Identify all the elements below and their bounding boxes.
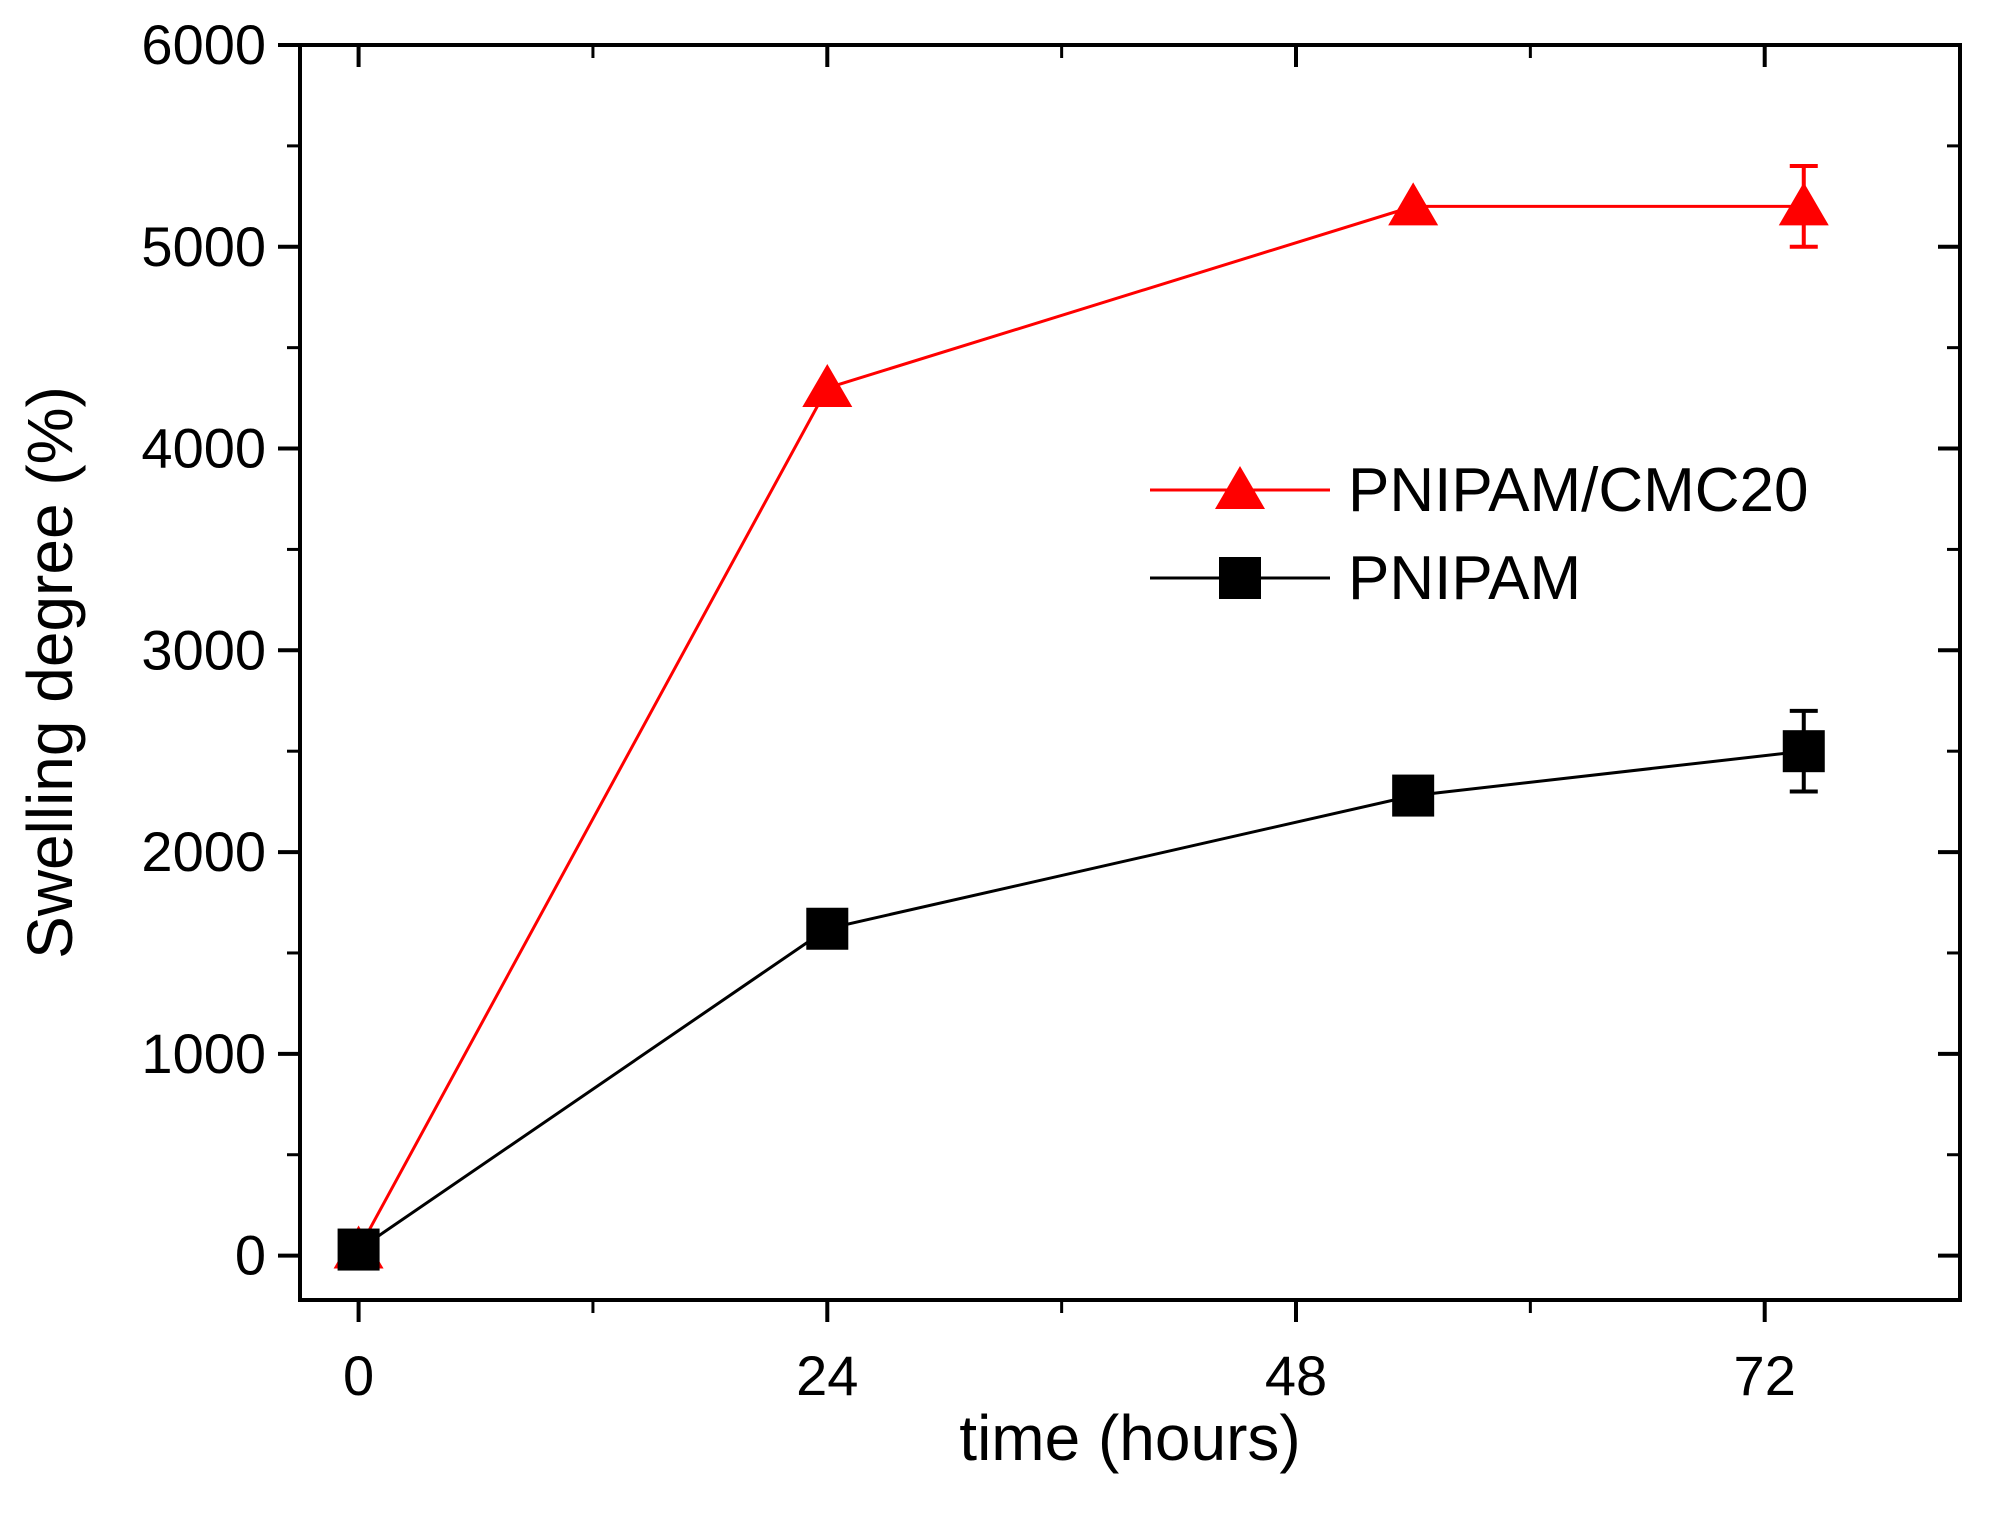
square-marker (1219, 557, 1261, 599)
legend-label: PNIPAM/CMC20 (1348, 456, 1809, 525)
y-axis-title: Swelling degree (%) (14, 386, 86, 959)
plot-frame (298, 43, 1962, 1302)
square-marker (806, 907, 849, 950)
legend-item-1: PNIPAM (1150, 544, 1581, 613)
legend-item-0: PNIPAM/CMC20 (1150, 456, 1809, 525)
square-marker (337, 1228, 380, 1271)
y-tick-label: 4000 (141, 417, 266, 480)
square-marker (1782, 730, 1825, 773)
square-marker (1392, 774, 1435, 817)
y-tick-label: 6000 (141, 13, 266, 76)
y-tick-label: 1000 (141, 1022, 266, 1085)
x-axis-title: time (hours) (959, 1402, 1300, 1474)
y-tick-label: 2000 (141, 820, 266, 883)
triangle-marker (1778, 182, 1829, 226)
triangle-marker (1215, 466, 1265, 509)
legend-label: PNIPAM (1348, 544, 1581, 613)
y-tick-label: 5000 (141, 215, 266, 278)
series-line (357, 749, 1804, 1251)
y-tick-label: 3000 (141, 618, 266, 681)
triangle-marker (1388, 182, 1439, 226)
y-tick-label: 0 (235, 1224, 266, 1287)
x-tick-label: 72 (1734, 1344, 1796, 1407)
series-line (357, 204, 1804, 1251)
x-tick-label: 48 (1265, 1344, 1327, 1407)
triangle-marker (802, 364, 853, 408)
series-0 (333, 164, 1829, 1269)
x-tick-label: 0 (343, 1344, 374, 1407)
x-tick-label: 24 (796, 1344, 858, 1407)
series-1 (337, 708, 1825, 1271)
axis-ticks (278, 43, 1960, 1322)
